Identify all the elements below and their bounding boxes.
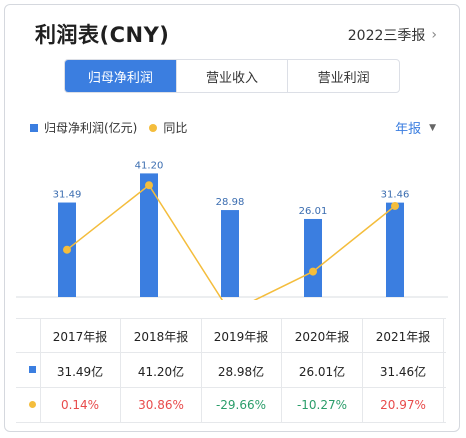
table-divider <box>16 318 446 319</box>
profit-cell: 26.01亿 <box>298 365 346 379</box>
bar-data-label: 28.98 <box>216 197 245 208</box>
yoy-line <box>66 184 396 300</box>
profit-cell: 31.46亿 <box>379 365 427 379</box>
table-header-cell: 2020年报 <box>294 330 350 344</box>
legend-bar-label: 归母净利润(亿元) <box>44 121 138 135</box>
profit-cell: 31.49亿 <box>56 365 104 379</box>
tab-net-profit[interactable]: 归母净利润 <box>65 60 176 92</box>
table-column-divider <box>120 318 121 422</box>
tab-revenue[interactable]: 营业收入 <box>175 60 288 92</box>
bar-4 <box>304 218 322 297</box>
profit-chart: 31.49 41.20 28.98 26.01 31.46 <box>16 160 448 300</box>
table-column-divider <box>40 318 41 422</box>
table-header-cell: 2021年报 <box>375 330 431 344</box>
table-column-divider <box>201 318 202 422</box>
yoy-cell: 30.86% <box>138 398 184 412</box>
profit-cell: 41.20亿 <box>137 365 185 379</box>
page-title: 利润表(CNY) <box>35 23 170 47</box>
yoy-cell: 0.14% <box>60 398 100 412</box>
report-period-label: 2022三季报 <box>347 28 426 44</box>
bar-data-label: 31.49 <box>53 190 82 201</box>
table-header-cell: 2019年报 <box>213 330 269 344</box>
bar-data-label: 26.01 <box>299 206 328 217</box>
yoy-point-4 <box>309 267 317 276</box>
profit-row-square-icon <box>29 366 36 373</box>
table-header-cell: 2017年报 <box>52 330 108 344</box>
bar-legend-square-icon <box>30 123 38 132</box>
chevron-right-icon: › <box>431 27 437 43</box>
yoy-point-2 <box>145 181 153 190</box>
table-header-cell: 2018年报 <box>133 330 189 344</box>
yoy-cell: -29.66% <box>215 398 267 412</box>
table-divider <box>16 422 446 423</box>
table-divider <box>16 387 446 388</box>
tab-operating-profit[interactable]: 营业利润 <box>287 60 399 92</box>
table-column-divider <box>281 318 282 422</box>
bar-2 <box>140 173 158 297</box>
yoy-row-dot-icon <box>29 401 36 408</box>
bar-data-label: 31.46 <box>381 190 410 201</box>
frequency-label: 年报 <box>395 122 422 137</box>
yoy-point-5 <box>391 201 399 210</box>
profit-cell: 28.98亿 <box>217 365 265 379</box>
metric-tabs: 归母净利润 营业收入 营业利润 <box>64 59 400 93</box>
table-column-divider <box>362 318 363 422</box>
line-legend-dot-icon <box>149 123 158 132</box>
triangle-down-icon: ▼ <box>429 122 436 133</box>
yoy-point-1 <box>63 245 71 254</box>
table-divider <box>16 352 446 353</box>
report-period-selector[interactable]: 2022三季报 › <box>348 25 437 45</box>
yoy-cell: -10.27% <box>296 398 348 412</box>
table-column-divider <box>443 318 444 422</box>
bar-3 <box>221 210 239 297</box>
bar-data-label: 41.20 <box>135 160 164 171</box>
chart-legend: 归母净利润(亿元) 同比 <box>30 119 187 136</box>
bar-5 <box>386 202 404 297</box>
frequency-dropdown[interactable]: 年报 ▼ <box>395 118 436 137</box>
yoy-cell: 20.97% <box>380 398 426 412</box>
legend-line-label: 同比 <box>163 121 188 135</box>
